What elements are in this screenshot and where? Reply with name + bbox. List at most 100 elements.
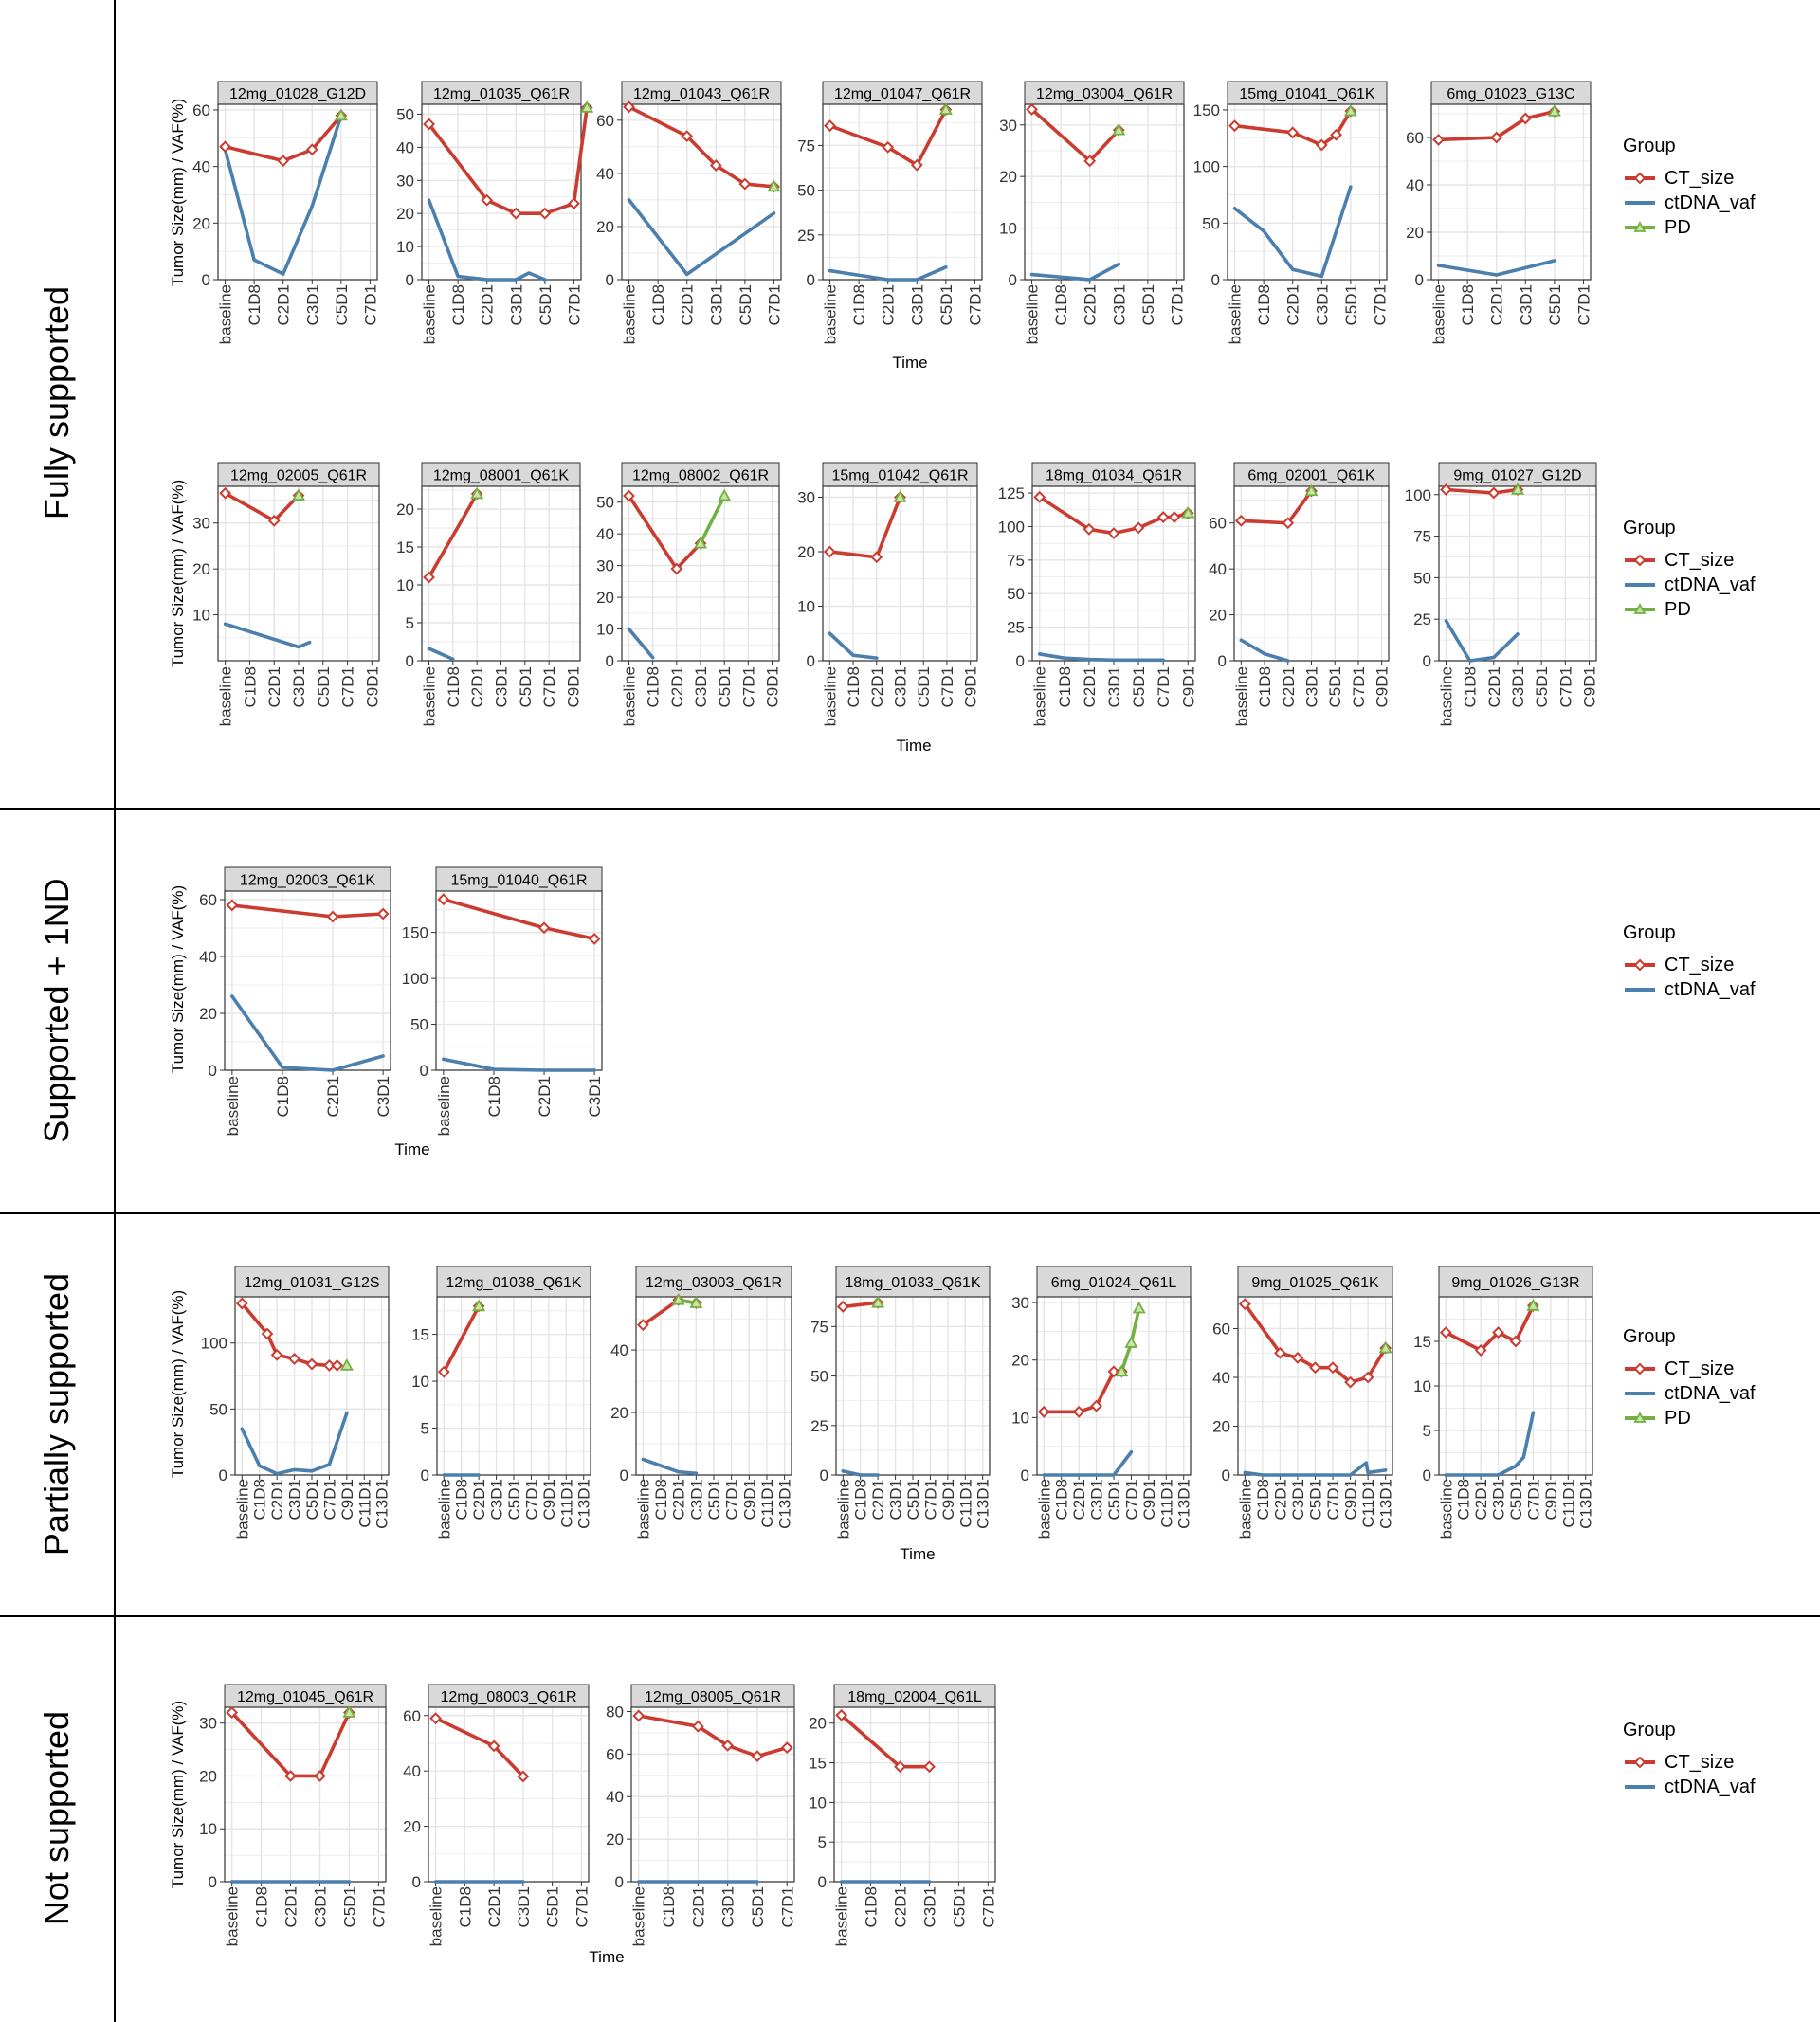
panel-title: 12mg_01045_Q61R [237, 1689, 373, 1705]
y-tick-label: 0 [620, 1466, 628, 1485]
x-tick-label: C1D8 [850, 284, 868, 325]
series-line-CT_size [442, 1304, 481, 1374]
x-tick-label: C2D1 [1280, 666, 1298, 707]
x-tick-label: C3D1 [920, 1886, 938, 1927]
y-tick-label: 60 [1209, 515, 1227, 533]
point-ctDNA_vaf [427, 198, 431, 202]
point-ctDNA_vaf [1261, 1473, 1265, 1477]
point-ctDNA_vaf [592, 1068, 596, 1072]
y-tick-label: 20 [809, 1715, 827, 1733]
point-CT_size [836, 1301, 849, 1313]
panel-6mg_01024_Q61L: 6mg_01024_Q61L 0 10 20 30 baseline C1D8 C2D1 C3D… [1011, 1266, 1193, 1539]
point-PD [693, 536, 708, 549]
point-ctDNA_vaf [310, 204, 314, 209]
x-tick-label: baseline [1430, 284, 1448, 344]
point-CT_size [226, 899, 239, 912]
y-tick-label: 0 [807, 271, 815, 289]
point-ctDNA_vaf [1495, 273, 1499, 277]
panel-9mg_01027_G12D: 9mg_01027_G12D 0 25 50 75 100 baseline C1D8 C2D1… [1405, 462, 1599, 726]
legend-label-CT_size: CT_size [1665, 168, 1734, 189]
panel-title: 15mg_01042_Q61R [831, 468, 968, 484]
x-tick-label: C1D8 [1256, 666, 1274, 707]
panel-12mg_03004_Q61R: 12mg_03004_Q61R 0 10 20 30 baseline C1D8 C2D1 C3… [999, 81, 1186, 344]
point-ctDNA_vaf [1384, 1468, 1388, 1472]
point-CT_size [1037, 1405, 1050, 1418]
legend-key-marker [1633, 172, 1647, 185]
x-tick-label: C7D1 [1574, 284, 1592, 325]
point-ctDNA_vaf [1349, 185, 1353, 189]
panel-strip [1031, 462, 1196, 487]
point-CT_size [623, 489, 635, 502]
y-tick-label: 100 [201, 1335, 228, 1353]
point-ctDNA_vaf [1521, 1455, 1525, 1459]
y-tick-label: 40 [403, 1762, 421, 1780]
point-CT_size [1238, 1298, 1251, 1311]
y-tick-label: 20 [192, 214, 210, 232]
x-tick-label: C2D1 [324, 1076, 342, 1117]
point-CT_size [1156, 511, 1170, 523]
y-tick-label: 40 [606, 1788, 624, 1806]
point-ctDNA_vaf [1492, 655, 1496, 660]
x-tick-label: C2D1 [275, 284, 293, 325]
x-tick-label: C7D1 [573, 1886, 591, 1927]
x-tick-label: C3D1 [515, 1886, 533, 1927]
y-tick-label: 60 [1406, 129, 1424, 147]
point-ctDNA_vaf [828, 268, 832, 273]
y-tick-label: 0 [421, 1466, 429, 1485]
x-tick-label: C13D1 [974, 1479, 992, 1529]
y-tick-label: 0 [1423, 652, 1431, 670]
series-line-CT_size [427, 492, 479, 579]
legend-label-PD: PD [1665, 1408, 1691, 1429]
x-tick-label: C1D8 [845, 666, 863, 707]
y-tick-label: 50 [209, 1400, 228, 1418]
series-line-CT_size [1436, 109, 1556, 142]
y-tick-label: 15 [411, 1326, 429, 1344]
x-tick-label: C3D1 [1105, 666, 1123, 707]
x-tick-label: C1D8 [863, 1886, 881, 1927]
plot-area [834, 1707, 995, 1882]
point-CT_size [235, 1297, 248, 1310]
x-tick-label: baseline [1437, 666, 1455, 726]
x-tick-label: C2D1 [868, 666, 886, 707]
x-tick-label: C3D1 [887, 1479, 905, 1520]
point-CT_size [1234, 514, 1247, 527]
panel-15mg_01042_Q61R: 15mg_01042_Q61R 0 10 20 30 baseline C1D8 C2D1 C3… [797, 462, 980, 726]
point-ctDNA_vaf [1042, 1473, 1046, 1477]
point-ctDNA_vaf [1496, 1473, 1501, 1477]
point-ctDNA_vaf [828, 631, 831, 635]
x-tick-label: C2D1 [679, 284, 697, 325]
point-ctDNA_vaf [542, 1068, 546, 1072]
series-line-ctDNA_vaf [1436, 259, 1556, 277]
legend: Group CT_size ctDNA_vaf [1623, 1720, 1756, 1797]
series-line-ctDNA_vaf [442, 1057, 596, 1072]
x-tick-label: C3D1 [1303, 666, 1321, 707]
point-CT_size [537, 921, 551, 935]
x-tick-label: C5D1 [705, 1479, 723, 1520]
x-tick-label: C2D1 [485, 1886, 503, 1927]
plot-area [225, 1707, 386, 1882]
legend-key-marker [1633, 221, 1647, 232]
point-ctDNA_vaf [627, 198, 631, 202]
point-ctDNA_vaf [258, 1464, 262, 1467]
point-CT_size [1474, 1343, 1487, 1357]
point-CT_size [288, 1353, 300, 1365]
legend-title: Group [1623, 922, 1676, 943]
panel-strip [621, 81, 782, 105]
point-ctDNA_vaf [1112, 658, 1116, 662]
y-tick-label: 50 [1007, 585, 1025, 603]
x-tick-label: C5D1 [904, 1479, 922, 1520]
series-line-ctDNA_vaf [230, 994, 385, 1072]
y-tick-label: 10 [999, 220, 1017, 238]
point-PD [334, 108, 348, 121]
point-CT_size [517, 1770, 530, 1783]
x-axis-title: Time [896, 737, 931, 755]
y-tick-label: 0 [406, 271, 414, 289]
plot-area [225, 891, 391, 1070]
x-tick-label: baseline [1232, 666, 1250, 726]
point-ctDNA_vaf [841, 1469, 845, 1473]
x-tick-label: C9D1 [1374, 666, 1392, 707]
point-ctDNA_vaf [875, 656, 879, 660]
axis-titles: Tumor Size(mm) / VAF(%) Tumor Size(mm) / … [169, 99, 936, 1966]
point-PD [1343, 103, 1357, 117]
